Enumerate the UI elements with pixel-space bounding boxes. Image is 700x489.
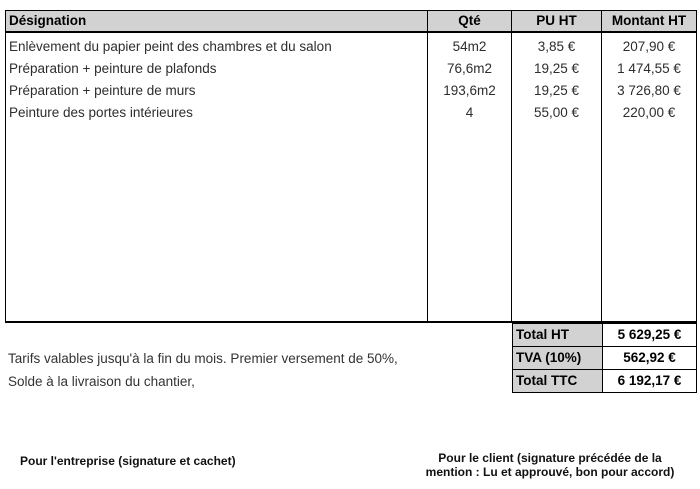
row-1-unit-price: 3,85 € <box>537 39 576 54</box>
quantity-cells: 54m2 76,6m2 193,6m2 4 <box>428 33 511 321</box>
client-signature-label: Pour le client (signature précédée de la… <box>404 451 696 479</box>
total-ttc-value: 6 192,17 € <box>617 373 682 388</box>
column-unit-price: PU HT 3,85 € 19,25 € 19,25 € 55,00 € <box>512 11 602 321</box>
client-signature-line-2: mention : Lu et approuvé, bon pour accor… <box>425 464 675 479</box>
company-signature-label: Pour l'entreprise (signature et cachet) <box>20 454 236 468</box>
row-1-quantity: 54m2 <box>452 39 487 54</box>
column-header-designation: Désignation <box>6 11 427 33</box>
column-header-unit-price: PU HT <box>512 11 601 33</box>
row-2-amount: 1 474,55 € <box>617 61 681 76</box>
total-ttc-label: Total TTC <box>513 370 603 392</box>
row-4-unit-price: 55,00 € <box>533 105 580 120</box>
row-4-designation: Peinture des portes intérieures <box>9 105 193 120</box>
row-1-amount: 207,90 € <box>622 39 676 54</box>
row-2-quantity: 76,6m2 <box>446 61 493 76</box>
client-signature-line-1: Pour le client (signature précédée de la <box>438 451 662 465</box>
amount-cells: 207,90 € 1 474,55 € 3 726,80 € 220,00 € <box>602 33 696 321</box>
tva-row: TVA (10%) 562,92 € <box>513 347 696 370</box>
tva-label: TVA (10%) <box>513 347 603 369</box>
row-3-designation: Préparation + peinture de murs <box>9 83 196 98</box>
line-items-table: Désignation Enlèvement du papier peint d… <box>5 10 697 323</box>
designation-cells: Enlèvement du papier peint des chambres … <box>6 33 427 321</box>
column-quantity: Qté 54m2 76,6m2 193,6m2 4 <box>428 11 512 321</box>
row-4-quantity: 4 <box>465 105 474 120</box>
totals-table: Total HT 5 629,25 € TVA (10%) 562,92 € T… <box>512 323 697 393</box>
total-ht-row: Total HT 5 629,25 € <box>513 324 696 347</box>
row-1-designation: Enlèvement du papier peint des chambres … <box>9 39 332 54</box>
column-designation: Désignation Enlèvement du papier peint d… <box>6 11 428 321</box>
column-header-quantity: Qté <box>428 11 511 33</box>
row-3-quantity: 193,6m2 <box>443 83 496 98</box>
total-ht-value: 5 629,25 € <box>617 327 682 342</box>
total-ht-label: Total HT <box>513 324 603 346</box>
row-3-amount: 3 726,80 € <box>617 83 681 98</box>
column-amount: Montant HT 207,90 € 1 474,55 € 3 726,80 … <box>602 11 696 321</box>
payment-terms-note: Tarifs valables jusqu'à la fin du mois. … <box>8 348 398 393</box>
total-ttc-row: Total TTC 6 192,17 € <box>513 370 696 392</box>
row-2-unit-price: 19,25 € <box>533 61 580 76</box>
row-2-designation: Préparation + peinture de plafonds <box>9 61 217 76</box>
row-3-unit-price: 19,25 € <box>533 83 580 98</box>
tva-value: 562,92 € <box>623 350 676 365</box>
payment-terms-line-1: Tarifs valables jusqu'à la fin du mois. … <box>8 351 398 366</box>
row-4-amount: 220,00 € <box>622 105 676 120</box>
payment-terms-line-2: Solde à la livraison du chantier, <box>8 373 195 389</box>
unit-price-cells: 3,85 € 19,25 € 19,25 € 55,00 € <box>512 33 601 321</box>
column-header-amount: Montant HT <box>602 11 696 33</box>
